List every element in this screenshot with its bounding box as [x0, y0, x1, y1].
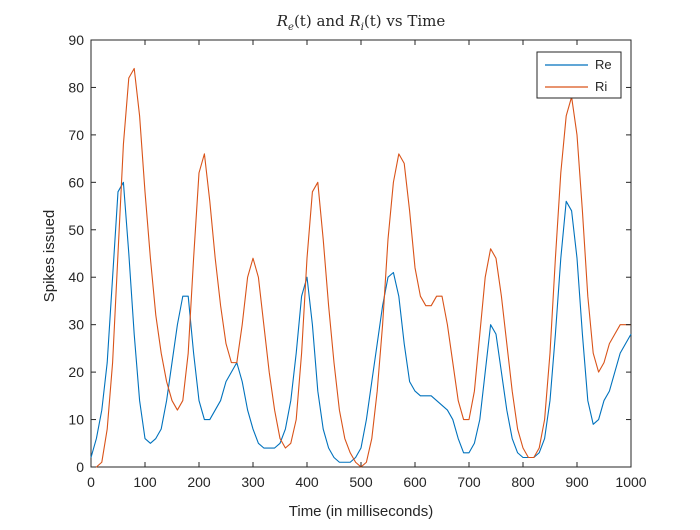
y-tick-label: 10	[68, 412, 84, 428]
chart-title: Re(t) and Ri(t) vs Time	[276, 12, 446, 33]
x-tick-label: 100	[133, 474, 157, 490]
y-tick-label: 60	[68, 174, 84, 190]
x-tick-label: 0	[87, 474, 95, 490]
x-tick-label: 200	[187, 474, 211, 490]
legend-ri-label: Ri	[595, 79, 607, 94]
legend-re-label: Re	[595, 57, 612, 72]
x-tick-label: 400	[295, 474, 319, 490]
x-tick-label: 500	[349, 474, 373, 490]
y-tick-label: 20	[68, 364, 84, 380]
series-line-re	[90, 181, 632, 463]
x-axis-label: Time (in milliseconds)	[289, 503, 433, 520]
x-tick-label: 600	[403, 474, 427, 490]
y-tick-label: 0	[76, 459, 84, 475]
x-tick-label: 800	[511, 474, 535, 490]
y-tick-label: 50	[68, 222, 84, 238]
y-axis-label: Spikes issued	[41, 210, 58, 303]
y-tick-label: 30	[68, 317, 84, 333]
x-axis-ticks: 0 100 200 300 400 500 600 700 800 900 1000	[87, 40, 647, 490]
plot-area: 0 100 200 300 400 500 600 700 800 900 1000 0 10 20 30…	[68, 32, 646, 490]
y-axis-ticks: 0 10 20 30 40 50 60 70 80 90	[68, 32, 631, 475]
x-tick-label: 300	[241, 474, 265, 490]
x-tick-label: 1000	[615, 474, 646, 490]
y-tick-label: 70	[68, 127, 84, 143]
legend: Re Ri	[536, 51, 622, 99]
y-tick-label: 90	[68, 32, 84, 48]
legend-box	[536, 51, 622, 99]
y-tick-label: 40	[68, 269, 84, 285]
x-tick-label: 700	[457, 474, 481, 490]
x-tick-label: 900	[565, 474, 589, 490]
y-tick-label: 80	[68, 79, 84, 95]
